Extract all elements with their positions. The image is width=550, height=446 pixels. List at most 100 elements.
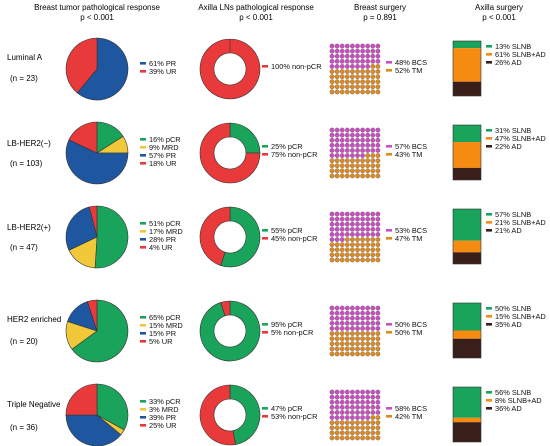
waffle-dot-luminal-a-bcs [365,43,371,49]
waffle-dot-lb-her2-bcs [334,153,340,158]
waffle-dot-luminal-a-tm [350,79,355,85]
waffle-dot-luminal-a-tm [334,69,340,74]
legend-swatch-breast-response-triple-negative-mrd [140,408,146,411]
stack-frame-lb-her2 [452,124,482,181]
waffle-dot-lb-her2-tm [355,163,360,169]
waffle-dot-lb-her2-bcs [365,221,371,227]
waffle-dot-triple-negative-bcs [375,394,381,400]
waffle-dot-lb-her2-bcs [355,221,360,227]
waffle-dot-lb-her2-tm [360,237,365,242]
waffle-dot-her2-enriched-bcs [375,305,381,311]
waffle-dot-lb-her2-bcs [360,148,365,153]
col-p-breast-surgery: p = 0.891 [363,13,397,22]
stack-frame-lb-her2 [452,208,482,265]
waffle-dot-triple-negative-bcs [329,404,335,410]
legend-label-breast-response-lb-her2-mrd: 9% MRD [149,143,179,152]
waffle-dot-luminal-a-tm [339,74,345,80]
waffle-dot-lb-her2-bcs [375,226,381,232]
waffle-dot-lb-her2-bcs [344,142,350,148]
row-label-lb-her2-neg: LB-HER2(−) [7,139,51,148]
waffle-dot-triple-negative-tm [350,435,355,441]
legend-swatch-axilla-response-luminal-a-non-pcr [262,65,268,68]
stack-segment-her2-enriched-slnb [453,303,481,331]
waffle-dot-triple-negative-tm [339,430,345,436]
waffle-dot-her2-enriched-bcs [339,326,345,331]
donut-slice-triple-negative-pcr [229,384,261,445]
waffle-dot-her2-enriched-tm [334,346,340,352]
waffle-dot-luminal-a-tm [365,69,371,74]
waffle-dot-luminal-a-bcs [350,48,355,54]
waffle-dot-her2-enriched-bcs [344,326,350,331]
legend-swatch-breast-surgery-her2-enriched-tm [386,331,392,334]
waffle-dot-triple-negative-tm [334,430,340,436]
waffle-dot-lb-her2-tm [360,252,365,258]
waffle-dot-lb-her2-bcs [370,148,376,153]
waffle-dot-lb-her2-bcs [339,211,345,217]
waffle-dot-lb-her2-bcs [360,153,365,158]
waffle-dot-her2-enriched-bcs [334,305,340,311]
waffle-dot-her2-enriched-bcs [329,320,335,326]
legend-swatch-axilla-response-lb-her2-non-pcr [262,153,268,156]
waffle-dot-triple-negative-bcs [350,410,355,415]
waffle-dot-lb-her2-bcs [365,216,371,222]
legend-swatch-breast-response-lb-her2-pr [140,238,146,241]
legend-label-breast-response-lb-her2-pcr: 51% pCR [149,219,181,228]
waffle-dot-triple-negative-bcs [365,410,371,415]
waffle-dot-triple-negative-bcs [375,389,381,395]
waffle-dot-lb-her2-bcs [350,221,355,227]
legend-swatch-axilla-surgery-triple-negative-slnb-ad [486,399,492,402]
waffle-dot-her2-enriched-tm [370,331,376,336]
waffle-dot-lb-her2-bcs [339,232,345,237]
waffle-dot-her2-enriched-bcs [355,326,360,331]
waffle-dot-lb-her2-tm [329,257,335,263]
legend-label-breast-response-triple-negative-mrd: 3% MRD [149,405,179,414]
col-p-axilla-response: p < 0.001 [239,13,273,22]
waffle-dot-her2-enriched-tm [329,336,335,342]
waffle-dot-triple-negative-bcs [334,394,340,400]
legend-label-breast-surgery-lb-her2-tm: 43% TM [395,150,422,159]
stack-segment-lb-her2-ad [453,252,481,264]
waffle-dot-lb-her2-tm [370,257,376,263]
legend-swatch-breast-response-lb-her2-ur [140,162,146,165]
waffle-dot-lb-her2-tm [360,242,365,248]
waffle-dot-her2-enriched-tm [334,336,340,342]
waffle-dot-luminal-a-bcs [329,58,335,64]
waffle-dot-lb-her2-tm [350,247,355,253]
waffle-dot-luminal-a-tm [355,89,360,95]
legend-swatch-breast-response-luminal-a-ur [140,70,146,73]
waffle-dot-triple-negative-bcs [350,415,355,420]
waffle-dot-lb-her2-tm [339,252,345,258]
waffle-dot-triple-negative-bcs [329,410,335,415]
legend-label-axilla-response-lb-her2-non-pcr: 75% non-pCR [271,150,317,159]
waffle-dot-triple-negative-bcs [370,389,376,395]
waffle-dot-triple-negative-bcs [360,389,365,395]
waffle-dot-lb-her2-tm [370,242,376,248]
waffle-dot-lb-her2-bcs [360,127,365,133]
waffle-dot-luminal-a-tm [329,79,335,85]
waffle-dot-lb-her2-tm [329,163,335,169]
waffle-dot-luminal-a-bcs [375,58,381,64]
row-label-triple-negative: Triple Negative [7,400,61,409]
waffle-dot-her2-enriched-bcs [355,305,360,311]
waffle-dot-her2-enriched-tm [360,346,365,352]
waffle-dot-triple-negative-bcs [350,404,355,410]
waffle-dot-lb-her2-tm [329,242,335,248]
waffle-dot-luminal-a-tm [339,69,345,74]
waffle-dot-triple-negative-bcs [344,415,350,420]
waffle-dot-lb-her2-bcs [344,221,350,227]
waffle-dot-lb-her2-tm [370,237,376,242]
waffle-dot-lb-her2-bcs [355,137,360,143]
waffle-dot-her2-enriched-tm [339,331,345,336]
waffle-dot-her2-enriched-tm [344,351,350,357]
waffle-dot-her2-enriched-bcs [350,326,355,331]
waffle-dot-lb-her2-bcs [329,232,335,237]
waffle-dot-her2-enriched-tm [370,351,376,357]
legend-swatch-breast-surgery-lb-her2-bcs [386,229,392,232]
waffle-dot-lb-her2-tm [365,163,371,169]
waffle-dot-her2-enriched-tm [360,351,365,357]
waffle-dot-lb-her2-tm [339,257,345,263]
waffle-dot-her2-enriched-bcs [339,320,345,326]
legend-swatch-axilla-response-her2-enriched-non-pcr [262,331,268,334]
waffle-dot-luminal-a-bcs [334,48,340,54]
waffle-dot-lb-her2-bcs [344,127,350,133]
